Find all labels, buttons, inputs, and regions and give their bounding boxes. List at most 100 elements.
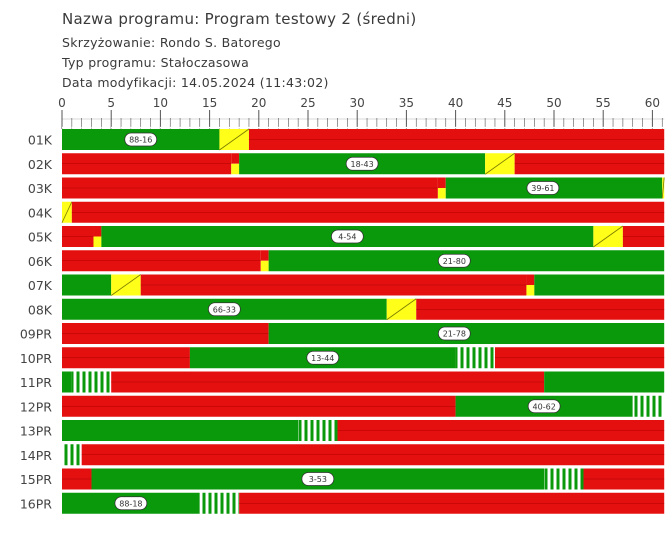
x-tick-label: 5	[107, 96, 115, 110]
red-yellow-segment	[93, 226, 102, 237]
row-label: 11PR	[20, 375, 52, 390]
red-yellow-segment	[526, 274, 535, 285]
row-label: 05K	[28, 230, 53, 245]
timing-row-01K: 01K 88-16	[28, 126, 666, 151]
x-tick-label: 15	[202, 96, 217, 110]
green-interval-label: 39-61	[531, 184, 554, 193]
green-interval-label: 4-54	[338, 233, 356, 242]
green-interval-label: 21-78	[443, 330, 466, 339]
red-yellow-segment	[231, 153, 240, 164]
timing-row-14PR: 14PR	[20, 442, 666, 466]
yellow-diagonal	[593, 225, 624, 248]
row-label: 03K	[28, 181, 53, 196]
intersection-name: Skrzyżowanie: Rondo S. Batorego	[62, 35, 281, 50]
green-interval-label: 21-80	[443, 257, 466, 266]
green-interval-badge	[526, 181, 560, 195]
x-tick-label: 30	[350, 96, 365, 110]
flashing-green-segment	[455, 347, 495, 369]
yellow-diagonal	[386, 298, 417, 321]
timing-row-13PR: 13PR	[20, 417, 666, 441]
green-interval-badge	[207, 302, 241, 317]
green-interval-badge	[306, 350, 340, 365]
green-interval-badge	[345, 156, 379, 171]
timing-row-10PR: 10PR 13-44	[20, 345, 666, 369]
timing-row-03K: 03K 39-61	[28, 175, 666, 199]
yellow-diagonal	[661, 177, 665, 199]
green-interval-badge	[527, 399, 561, 414]
red-yellow-segment	[526, 285, 535, 296]
yellow-diagonal	[219, 128, 250, 151]
timing-row-04K: 04K	[28, 199, 666, 223]
timing-row-08K: 08K 66-33	[28, 296, 666, 321]
row-label: 15PR	[20, 472, 52, 487]
x-tick-label: 10	[153, 96, 168, 110]
row-label: 08K	[28, 302, 53, 317]
flashing-green-segment	[544, 468, 584, 490]
row-label: 04K	[28, 205, 53, 220]
red-yellow-segment	[231, 163, 240, 175]
timing-row-12PR: 12PR 40-62	[20, 393, 666, 417]
green-interval-label: 66-33	[213, 305, 236, 314]
flashing-green-segment	[298, 420, 338, 441]
row-label: 01K	[28, 133, 53, 148]
yellow-diagonal	[61, 201, 73, 223]
green-interval-badge	[437, 253, 471, 268]
row-label: 07K	[28, 278, 53, 293]
program-type: Typ programu: Stałoczasowa	[62, 55, 250, 70]
timing-row-07K: 07K	[28, 272, 666, 296]
x-tick-label: 55	[596, 96, 611, 110]
x-tick-label: 20	[251, 96, 266, 110]
green-interval-badge	[114, 496, 148, 511]
x-tick-label: 40	[448, 96, 463, 110]
flashing-green-segment	[632, 395, 665, 417]
x-tick-label: 60	[645, 96, 660, 110]
green-segment	[62, 274, 112, 296]
timing-row-06K: 06K 21-80	[28, 248, 666, 272]
row-label: 16PR	[20, 496, 52, 511]
row-label: 06K	[28, 254, 53, 269]
red-yellow-segment	[260, 260, 269, 272]
x-tick-label: 45	[497, 96, 512, 110]
modification-date: Data modyfikacji: 14.05.2024 (11:43:02)	[62, 75, 329, 90]
red-yellow-segment	[437, 188, 446, 199]
green-interval-label: 13-44	[311, 354, 334, 363]
timing-row-15PR: 15PR 3-53	[20, 466, 666, 490]
green-segment	[62, 371, 72, 393]
row-label: 12PR	[20, 399, 52, 414]
green-interval-badge	[124, 132, 158, 147]
x-tick-label: 0	[58, 96, 66, 110]
green-interval-label: 40-62	[533, 402, 556, 411]
green-segment	[544, 371, 665, 393]
flashing-green-segment	[199, 492, 240, 514]
flashing-green-segment	[71, 371, 112, 393]
green-interval-badge	[330, 229, 364, 244]
green-interval-label: 88-18	[119, 499, 142, 508]
yellow-diagonal	[110, 274, 141, 296]
program-name: Nazwa programu: Program testowy 2 (średn…	[62, 10, 417, 28]
x-tick-label: 50	[546, 96, 561, 110]
row-label: 13PR	[20, 424, 52, 439]
timing-row-09PR: 09PR 21-78	[20, 320, 666, 344]
green-interval-label: 88-16	[129, 136, 152, 145]
row-label: 09PR	[20, 327, 52, 342]
timing-row-02K: 02K 18-43	[28, 151, 666, 175]
green-interval-badge	[301, 472, 335, 486]
row-label: 10PR	[20, 351, 52, 366]
x-tick-label: 25	[300, 96, 315, 110]
green-interval-badge	[437, 326, 471, 341]
timing-row-05K: 05K 4-54	[28, 223, 666, 248]
flashing-green-segment	[62, 444, 82, 466]
red-yellow-segment	[437, 177, 446, 188]
green-segment	[62, 420, 299, 441]
row-label: 14PR	[20, 448, 52, 463]
green-segment	[534, 274, 665, 296]
green-interval-label: 18-43	[350, 160, 373, 169]
row-label: 02K	[28, 157, 53, 172]
green-interval-label: 3-53	[309, 475, 327, 484]
timing-row-16PR: 16PR 88-18	[20, 490, 666, 514]
red-yellow-segment	[260, 250, 269, 261]
red-yellow-segment	[93, 236, 102, 247]
x-tick-label: 35	[399, 96, 414, 110]
timing-row-11PR: 11PR	[20, 369, 666, 393]
